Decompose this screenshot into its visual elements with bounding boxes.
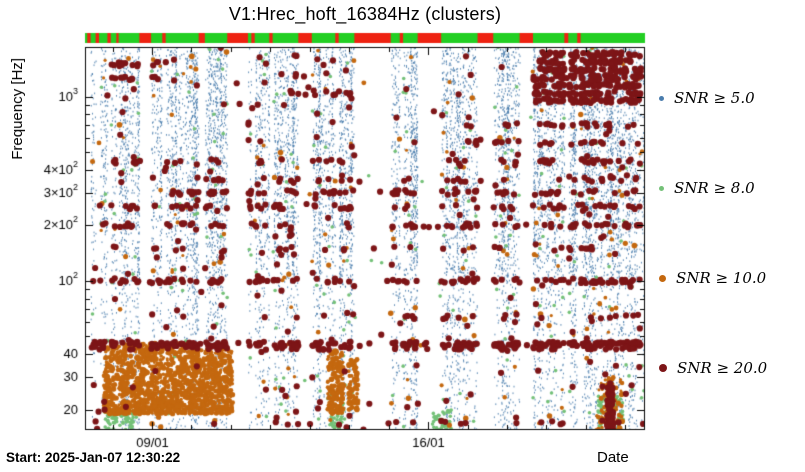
- legend-marker: [659, 274, 666, 282]
- legend-item: SNR ≥ 20.0: [659, 359, 767, 377]
- legend-label: SNR ≥ 8.0: [674, 179, 755, 197]
- legend-marker: [659, 185, 664, 191]
- chart-title: V1:Hrec_hoft_16384Hz (clusters): [228, 4, 502, 24]
- y-axis-label: Frequency [Hz]: [9, 58, 26, 160]
- legend-item: SNR ≥ 8.0: [659, 179, 755, 197]
- legend-item: SNR ≥ 10.0: [659, 269, 766, 287]
- legend-item: SNR ≥ 5.0: [659, 89, 755, 107]
- x-axis-label: Date: [597, 449, 629, 466]
- legend-label: SNR ≥ 10.0: [676, 269, 767, 287]
- start-timestamp: Start: 2025-Jan-07 12:30:22: [6, 450, 181, 465]
- legend-marker: [659, 364, 667, 372]
- legend-marker: [659, 95, 664, 101]
- legend-label: SNR ≥ 20.0: [677, 359, 768, 377]
- legend-label: SNR ≥ 5.0: [674, 89, 755, 107]
